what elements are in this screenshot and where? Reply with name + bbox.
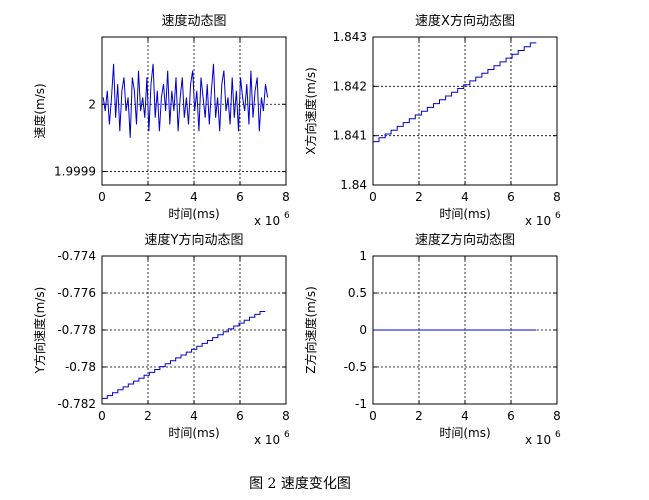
- x-tick-label: 4: [461, 409, 469, 423]
- y-tick-label: 1.843: [333, 30, 367, 44]
- x-exponent-power: 6: [555, 430, 561, 440]
- chart-title: 速度Y方向动态图: [145, 232, 244, 248]
- x-axis-label: 时间(ms): [168, 207, 219, 221]
- y-tick-label: -0.774: [57, 249, 96, 263]
- x-tick-label: 0: [98, 409, 106, 423]
- x-exponent-base: x 10: [525, 433, 551, 447]
- y-tick-label: 1.841: [333, 129, 367, 143]
- x-tick-label: 8: [282, 409, 290, 423]
- chart-title: 速度X方向动态图: [415, 13, 515, 29]
- chart-title: 速度Z方向动态图: [415, 232, 515, 248]
- x-exponent-base: x 10: [254, 214, 280, 228]
- x-tick-label: 0: [98, 190, 106, 204]
- x-tick-label: 8: [282, 190, 290, 204]
- y-axis-label: X方向速度(m/s): [303, 67, 318, 155]
- chart-panel-3: 0 2 4 6 8 -0.774 -0.776 -0.778 -0.78 -0.782 速度Y方向动…: [32, 232, 290, 447]
- x-tick-label: 6: [507, 409, 515, 423]
- x-tick-label: 2: [144, 190, 152, 204]
- x-tick-label: 4: [190, 409, 198, 423]
- x-exponent-base: x 10: [254, 433, 280, 447]
- x-tick-label: 8: [553, 409, 561, 423]
- x-tick-label: 4: [461, 190, 469, 204]
- series-line: [102, 311, 266, 399]
- x-exponent-power: 6: [284, 430, 290, 440]
- x-axis-label: 时间(ms): [439, 426, 490, 440]
- y-tick-label: -0.78: [65, 360, 96, 374]
- x-tick-label: 6: [236, 409, 244, 423]
- y-tick-label: 2: [88, 97, 96, 111]
- y-tick-label: -0.782: [57, 397, 96, 411]
- y-tick-label: 1: [359, 249, 367, 263]
- x-tick-label: 0: [369, 190, 377, 204]
- x-tick-label: 8: [553, 190, 561, 204]
- y-tick-label: -0.5: [344, 360, 367, 374]
- y-tick-label: -0.778: [57, 323, 96, 337]
- y-axis-label: Y方向速度(m/s): [32, 287, 47, 375]
- y-tick-label: 1.842: [333, 79, 367, 93]
- x-exponent-power: 6: [555, 211, 561, 221]
- x-tick-label: 2: [415, 409, 423, 423]
- x-tick-label: 2: [415, 190, 423, 204]
- y-tick-label: -1: [355, 397, 367, 411]
- y-tick-label: 0.5: [348, 286, 367, 300]
- y-tick-label: -0.776: [57, 286, 96, 300]
- figure-caption: 图 2 速度变化图: [249, 476, 351, 492]
- series-line: [373, 42, 537, 143]
- x-tick-label: 2: [144, 409, 152, 423]
- series-line: [102, 63, 269, 138]
- x-axis-label: 时间(ms): [439, 207, 490, 221]
- y-tick-label: 1.84: [340, 178, 367, 192]
- y-tick-label: 1.9999: [54, 165, 96, 179]
- x-tick-label: 6: [507, 190, 515, 204]
- x-tick-label: 0: [369, 409, 377, 423]
- x-exponent-base: x 10: [525, 214, 551, 228]
- chart-title: 速度动态图: [161, 13, 226, 29]
- x-exponent-power: 6: [284, 211, 290, 221]
- x-axis-label: 时间(ms): [168, 426, 219, 440]
- y-tick-label: 0: [359, 323, 367, 337]
- x-tick-label: 4: [190, 190, 198, 204]
- y-axis-label: Z方向速度(m/s): [303, 286, 318, 374]
- x-tick-label: 6: [236, 190, 244, 204]
- y-axis-label: 速度(m/s): [32, 83, 47, 138]
